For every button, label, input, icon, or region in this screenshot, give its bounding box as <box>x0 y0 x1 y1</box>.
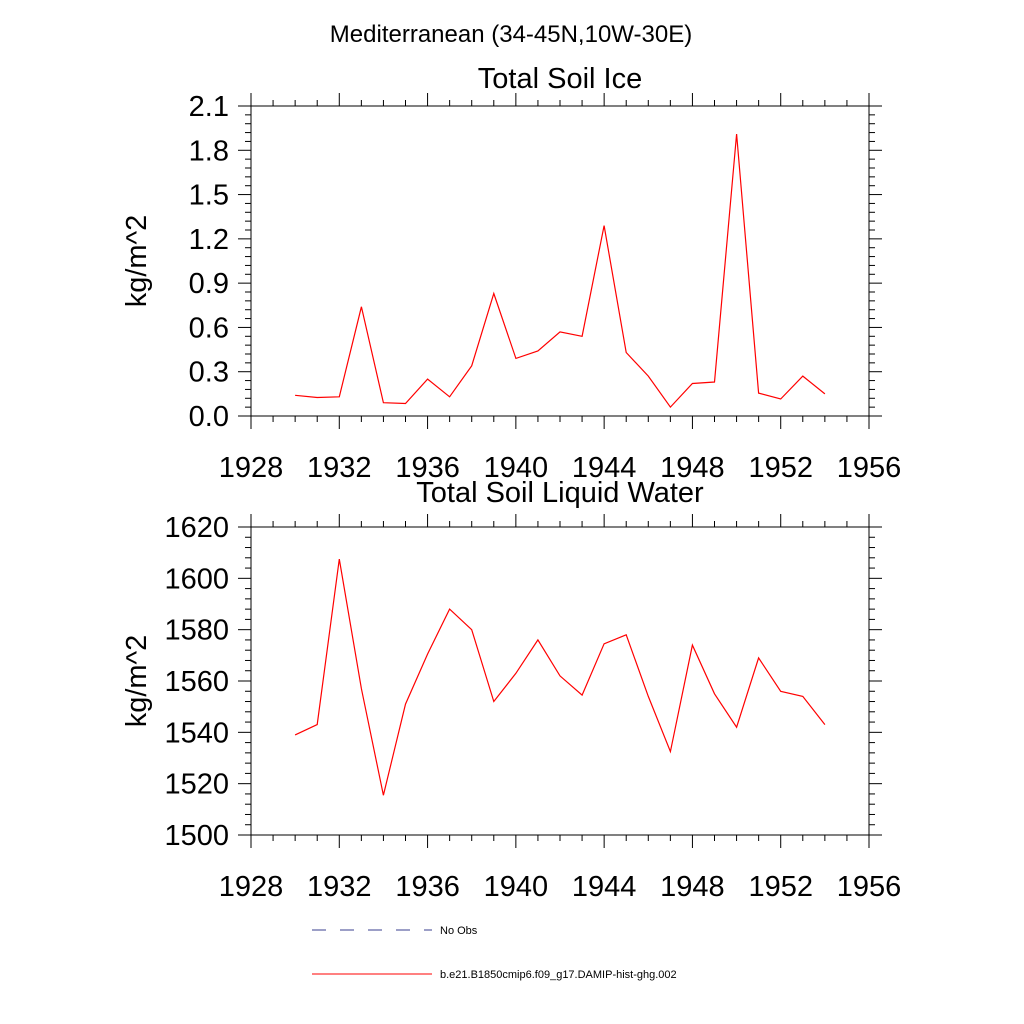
y-tick-label: 0.6 <box>189 312 229 344</box>
x-tick-label: 1948 <box>660 452 725 484</box>
y-tick-label: 0.3 <box>189 357 229 389</box>
y-tick-label: 2.1 <box>189 91 229 123</box>
y-tick-label: 0.9 <box>189 268 229 300</box>
y-tick-label: 1.2 <box>189 224 229 256</box>
x-tick-label: 1936 <box>395 452 460 484</box>
y-axis-label: kg/m^2 <box>121 215 153 308</box>
y-tick-label: 1600 <box>164 563 229 595</box>
y-tick-label: 1580 <box>164 615 229 647</box>
y-tick-label: 1540 <box>164 717 229 749</box>
x-tick-label: 1928 <box>219 871 284 903</box>
chart-title: Total Soil Ice <box>478 63 642 95</box>
x-tick-label: 1952 <box>748 871 813 903</box>
plot-frame <box>250 105 870 417</box>
x-tick-label: 1940 <box>484 452 549 484</box>
x-tick-label: 1944 <box>572 452 637 484</box>
y-tick-label: 1500 <box>164 820 229 852</box>
x-tick-label: 1928 <box>219 452 284 484</box>
chart-panel-1: Total Soil Ice kg/m^2 1928 1932 1936 1940 1944… <box>121 63 901 484</box>
plot-frame <box>250 526 870 836</box>
x-tick-label: 1948 <box>660 871 725 903</box>
y-tick-label: 0.0 <box>189 401 229 433</box>
chart-title: Total Soil Liquid Water <box>416 477 704 509</box>
x-tick-label: 1940 <box>484 871 549 903</box>
legend: No Obs b.e21.B1850cmip6.f09_g17.DAMIP-his… <box>312 925 677 981</box>
x-tick-label: 1932 <box>307 452 372 484</box>
x-tick-label: 1956 <box>837 871 902 903</box>
x-tick-label: 1956 <box>837 452 902 484</box>
chart-panels: Total Soil Ice kg/m^2 1928 1932 1936 1940 1944… <box>121 63 901 903</box>
x-tick-label: 1952 <box>748 452 813 484</box>
series-line-1 <box>294 558 826 796</box>
legend-label-2: b.e21.B1850cmip6.f09_g17.DAMIP-hist-ghg.… <box>440 969 677 981</box>
y-tick-label: 1.8 <box>189 135 229 167</box>
x-tick-label: 1944 <box>572 871 637 903</box>
y-tick-label: 1620 <box>164 512 229 544</box>
legend-label-1: No Obs <box>440 925 478 937</box>
y-tick-label: 1560 <box>164 666 229 698</box>
y-axis-label: kg/m^2 <box>121 635 153 728</box>
x-tick-label: 1932 <box>307 871 372 903</box>
page-title: Mediterranean (34-45N,10W-30E) <box>330 21 692 48</box>
series-line-1 <box>295 133 826 409</box>
y-tick-label: 1520 <box>164 769 229 801</box>
x-tick-label: 1936 <box>395 871 460 903</box>
chart-panel-2: Total Soil Liquid Water kg/m^2 1928 1932 193… <box>121 477 901 903</box>
y-tick-label: 1.5 <box>189 180 229 212</box>
